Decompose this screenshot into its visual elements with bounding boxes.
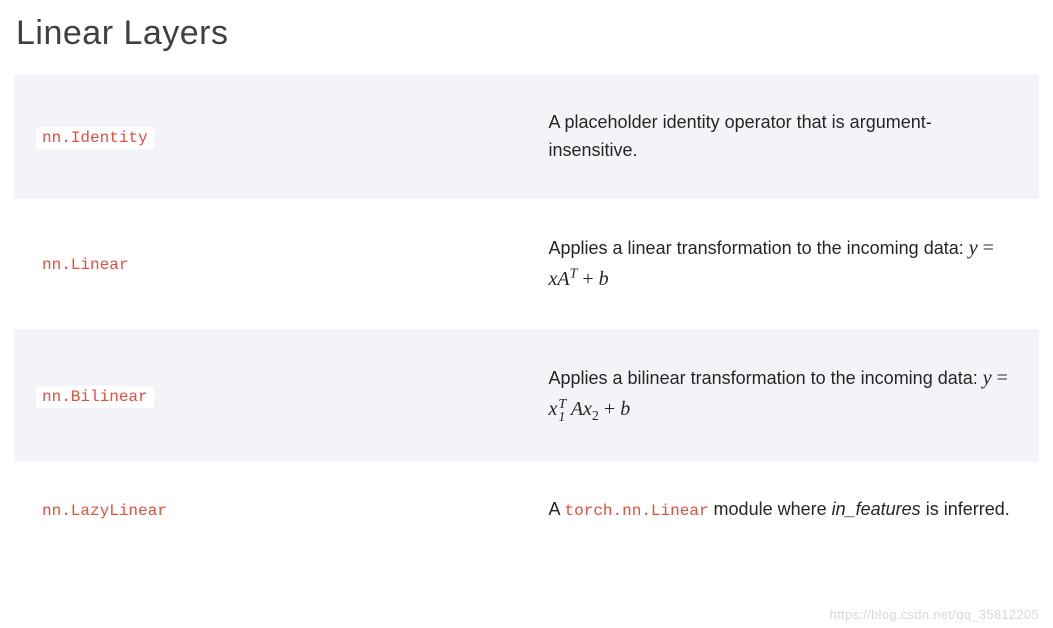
api-name-cell: nn.LazyLinear xyxy=(14,462,527,558)
table-row: nn.Linear Applies a linear transformatio… xyxy=(14,199,1039,330)
api-desc-cell: A torch.nn.Linear module where in_featur… xyxy=(527,462,1040,558)
api-link-linear[interactable]: nn.Linear xyxy=(36,254,134,276)
api-name-cell: nn.Linear xyxy=(14,199,527,330)
api-name-cell: nn.Identity xyxy=(14,75,527,199)
table-row: nn.LazyLinear A torch.nn.Linear module w… xyxy=(14,462,1039,558)
api-name-cell: nn.Bilinear xyxy=(14,329,527,462)
table-row: nn.Identity A placeholder identity opera… xyxy=(14,75,1039,199)
api-desc-cell: Applies a linear transformation to the i… xyxy=(527,199,1040,330)
watermark-text: https://blog.csdn.net/qq_35812205 xyxy=(830,607,1039,622)
api-link-lazylinear[interactable]: nn.LazyLinear xyxy=(36,500,173,522)
api-desc-cell: Applies a bilinear transformation to the… xyxy=(527,329,1040,462)
linear-layers-table: nn.Identity A placeholder identity opera… xyxy=(14,75,1039,558)
api-link-identity[interactable]: nn.Identity xyxy=(36,127,154,149)
page-title: Linear Layers xyxy=(16,14,1039,53)
api-link-bilinear[interactable]: nn.Bilinear xyxy=(36,386,154,408)
api-desc-cell: A placeholder identity operator that is … xyxy=(527,75,1040,199)
table-row: nn.Bilinear Applies a bilinear transform… xyxy=(14,329,1039,462)
